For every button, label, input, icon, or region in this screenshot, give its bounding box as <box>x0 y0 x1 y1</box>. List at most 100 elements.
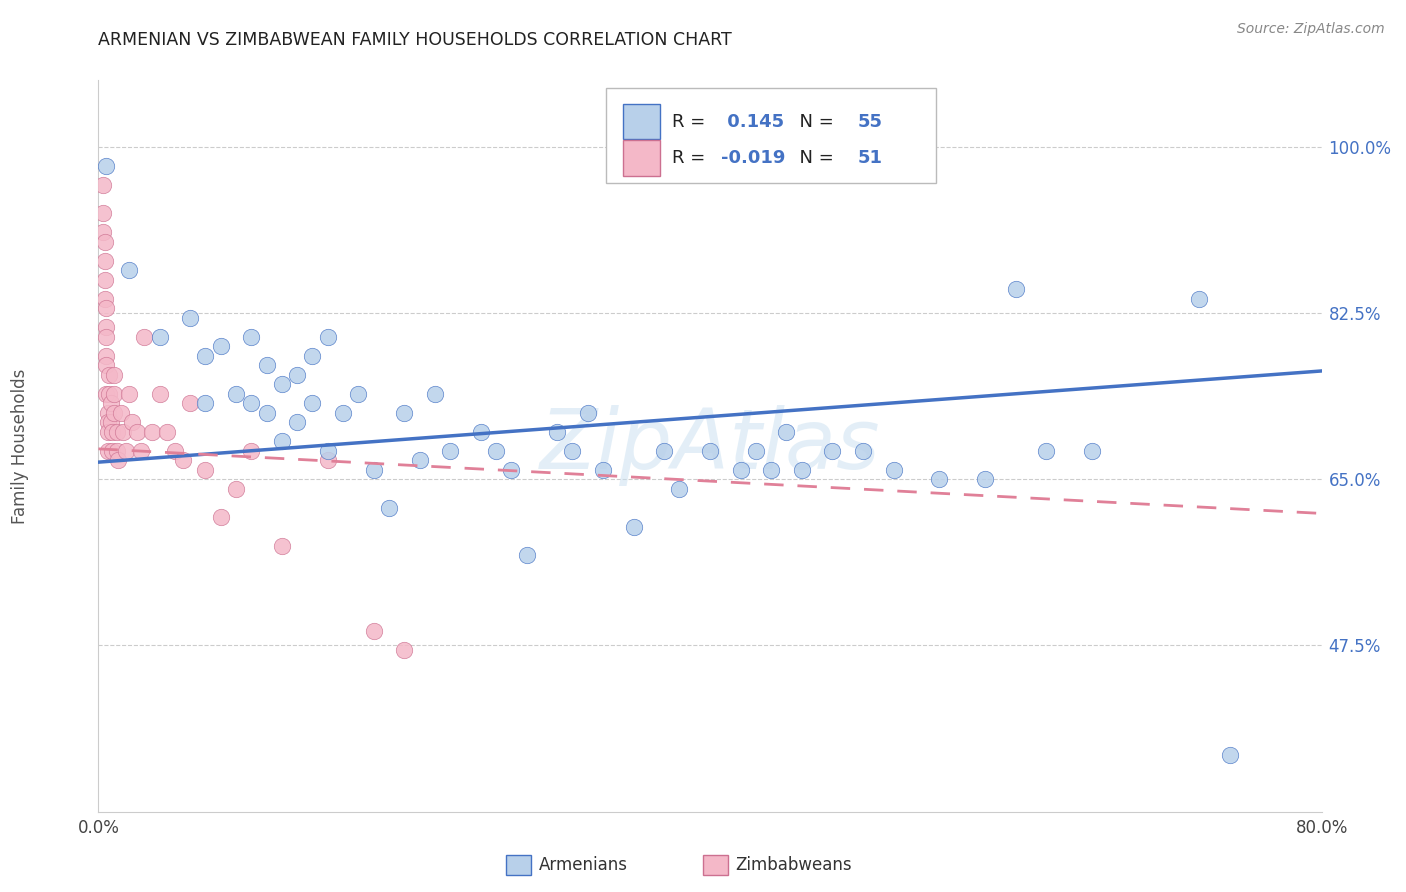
Point <box>111 425 134 439</box>
Text: ZipAtlas: ZipAtlas <box>540 406 880 486</box>
Point <box>301 396 323 410</box>
Point <box>1035 443 1057 458</box>
Text: N =: N = <box>789 149 839 167</box>
Point <box>98 368 121 382</box>
Point <box>821 443 844 458</box>
Point <box>1004 282 1026 296</box>
Point <box>301 349 323 363</box>
Point <box>91 225 114 239</box>
Point <box>141 425 163 439</box>
Point <box>439 443 461 458</box>
Point <box>363 463 385 477</box>
Point <box>347 386 370 401</box>
Point <box>172 453 194 467</box>
Point <box>149 386 172 401</box>
Point <box>730 463 752 477</box>
Point <box>546 425 568 439</box>
Point <box>790 463 813 477</box>
Point <box>470 425 492 439</box>
Point <box>516 548 538 562</box>
Point <box>332 406 354 420</box>
Point <box>100 415 122 429</box>
Point <box>699 443 721 458</box>
Point <box>91 206 114 220</box>
Point <box>91 178 114 192</box>
Point <box>668 482 690 496</box>
Point <box>194 463 217 477</box>
Point <box>110 406 132 420</box>
Text: ARMENIAN VS ZIMBABWEAN FAMILY HOUSEHOLDS CORRELATION CHART: ARMENIAN VS ZIMBABWEAN FAMILY HOUSEHOLDS… <box>98 31 733 49</box>
Point <box>240 443 263 458</box>
Point <box>93 273 115 287</box>
Point <box>118 386 141 401</box>
Point <box>97 406 120 420</box>
Text: R =: R = <box>672 112 711 131</box>
Point <box>156 425 179 439</box>
Point <box>408 453 430 467</box>
Point <box>115 443 138 458</box>
Point <box>94 349 117 363</box>
Point <box>316 330 339 344</box>
Point <box>125 425 148 439</box>
FancyBboxPatch shape <box>606 87 936 183</box>
Point <box>363 624 385 639</box>
Point <box>270 377 292 392</box>
Point <box>94 320 117 334</box>
Point <box>93 292 115 306</box>
Point <box>285 415 308 429</box>
Point <box>118 263 141 277</box>
Point <box>592 463 614 477</box>
Point <box>1081 443 1104 458</box>
Point <box>928 472 950 486</box>
Point <box>94 159 117 173</box>
Text: 0.145: 0.145 <box>721 112 785 131</box>
Point <box>974 472 997 486</box>
Point <box>240 396 263 410</box>
Point <box>270 539 292 553</box>
Point <box>194 396 217 410</box>
Point <box>209 510 232 524</box>
Point <box>105 425 128 439</box>
Text: R =: R = <box>672 149 711 167</box>
Point <box>94 386 117 401</box>
Point <box>225 386 247 401</box>
Point <box>194 349 217 363</box>
Point <box>105 443 128 458</box>
Point <box>93 253 115 268</box>
Point <box>103 406 125 420</box>
Point <box>101 425 124 439</box>
Point <box>501 463 523 477</box>
Point <box>163 443 186 458</box>
Point <box>121 415 143 429</box>
Point <box>179 310 201 325</box>
Text: -0.019: -0.019 <box>721 149 786 167</box>
Point <box>149 330 172 344</box>
Point <box>100 396 122 410</box>
Point <box>94 330 117 344</box>
Point <box>883 463 905 477</box>
Text: Zimbabweans: Zimbabweans <box>735 856 852 874</box>
Point <box>209 339 232 353</box>
Point <box>107 453 129 467</box>
Point <box>134 330 156 344</box>
Point <box>775 425 797 439</box>
Point <box>97 415 120 429</box>
Text: N =: N = <box>789 112 839 131</box>
Point <box>392 643 416 657</box>
Point <box>561 443 583 458</box>
Point <box>392 406 416 420</box>
Point <box>745 443 768 458</box>
Point <box>1188 292 1211 306</box>
Point <box>97 425 120 439</box>
Point <box>103 368 125 382</box>
Point <box>179 396 201 410</box>
Point <box>576 406 599 420</box>
Point <box>240 330 263 344</box>
Bar <box>623 140 659 176</box>
Point <box>623 520 645 534</box>
Point <box>485 443 508 458</box>
Point <box>103 386 125 401</box>
Text: Armenians: Armenians <box>538 856 627 874</box>
Point <box>759 463 782 477</box>
Point <box>225 482 247 496</box>
